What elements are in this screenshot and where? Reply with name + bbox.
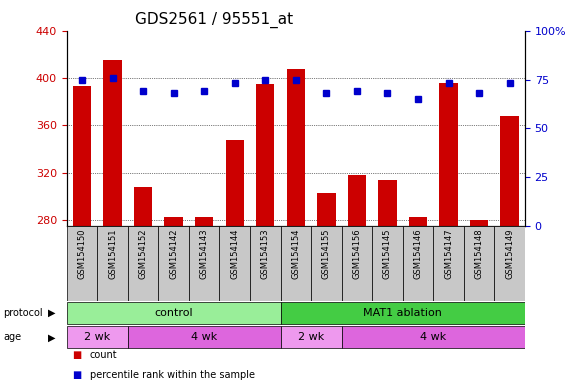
- Text: age: age: [3, 332, 21, 343]
- Bar: [342, 226, 372, 301]
- Text: GSM154156: GSM154156: [353, 228, 361, 279]
- Text: 4 wk: 4 wk: [420, 332, 447, 343]
- Bar: [433, 226, 464, 301]
- Bar: [67, 226, 97, 301]
- Text: GDS2561 / 95551_at: GDS2561 / 95551_at: [136, 12, 293, 28]
- Text: GSM154154: GSM154154: [291, 228, 300, 279]
- Bar: [165, 217, 183, 226]
- Bar: [317, 193, 335, 226]
- Bar: [195, 217, 213, 226]
- Text: GSM154153: GSM154153: [261, 228, 270, 279]
- Bar: [226, 140, 244, 226]
- Bar: [281, 326, 342, 348]
- Bar: [342, 326, 525, 348]
- Text: GSM154147: GSM154147: [444, 228, 453, 279]
- Bar: [464, 226, 494, 301]
- Text: ■: ■: [72, 349, 82, 360]
- Text: GSM154145: GSM154145: [383, 228, 392, 279]
- Bar: [97, 226, 128, 301]
- Bar: [219, 226, 250, 301]
- Text: GSM154151: GSM154151: [108, 228, 117, 279]
- Text: GSM154142: GSM154142: [169, 228, 178, 279]
- Text: count: count: [90, 349, 118, 360]
- Text: GSM154152: GSM154152: [139, 228, 147, 279]
- Text: GSM154155: GSM154155: [322, 228, 331, 279]
- Bar: [348, 175, 366, 226]
- Text: 2 wk: 2 wk: [84, 332, 110, 343]
- Text: percentile rank within the sample: percentile rank within the sample: [90, 370, 255, 381]
- Bar: [494, 226, 525, 301]
- Bar: [470, 220, 488, 226]
- Bar: [256, 84, 274, 226]
- Text: ▶: ▶: [48, 308, 56, 318]
- Bar: [189, 226, 219, 301]
- Bar: [311, 226, 342, 301]
- Bar: [103, 60, 122, 226]
- Text: GSM154144: GSM154144: [230, 228, 239, 279]
- Bar: [250, 226, 281, 301]
- Text: GSM154143: GSM154143: [200, 228, 209, 279]
- Bar: [409, 217, 427, 226]
- Bar: [281, 302, 525, 324]
- Text: GSM154150: GSM154150: [78, 228, 86, 279]
- Bar: [67, 302, 281, 324]
- Text: ■: ■: [72, 370, 82, 381]
- Bar: [128, 226, 158, 301]
- Text: 2 wk: 2 wk: [298, 332, 324, 343]
- Bar: [281, 226, 311, 301]
- Bar: [287, 69, 305, 226]
- Text: MAT1 ablation: MAT1 ablation: [363, 308, 442, 318]
- Bar: [158, 226, 189, 301]
- Bar: [67, 326, 128, 348]
- Text: 4 wk: 4 wk: [191, 332, 218, 343]
- Bar: [134, 187, 152, 226]
- Text: control: control: [154, 308, 193, 318]
- Bar: [440, 83, 458, 226]
- Bar: [403, 226, 433, 301]
- Bar: [128, 326, 281, 348]
- Text: GSM154146: GSM154146: [414, 228, 422, 279]
- Bar: [501, 116, 519, 226]
- Bar: [378, 180, 397, 226]
- Text: GSM154148: GSM154148: [474, 228, 484, 279]
- Text: GSM154149: GSM154149: [505, 228, 514, 279]
- Bar: [372, 226, 403, 301]
- Text: ▶: ▶: [48, 332, 56, 343]
- Text: protocol: protocol: [3, 308, 42, 318]
- Bar: [73, 86, 91, 226]
